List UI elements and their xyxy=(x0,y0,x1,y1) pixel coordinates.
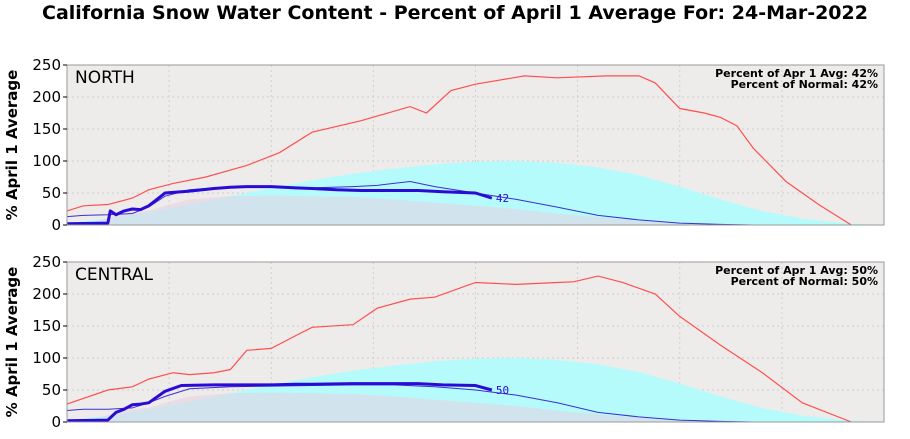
north-panel: 42 0 50 100 150 200 250 % April 1 Average NORTH P… xyxy=(3,56,885,234)
north-note-0: Percent of Apr 1 Avg: 42% xyxy=(715,67,878,80)
chart-title: California Snow Water Content - Percent … xyxy=(42,2,868,24)
central-ytick-label-4: 200 xyxy=(32,285,61,303)
north-maximum-line xyxy=(66,75,852,226)
central-maximum-line xyxy=(66,275,852,423)
north-minimum-area xyxy=(67,195,803,225)
north-end-value-label: 42 xyxy=(496,192,509,205)
central-note-0: Percent of Apr 1 Avg: 50% xyxy=(715,264,878,277)
north-ytick-label-0: 0 xyxy=(51,216,61,234)
north-ytick-label-2: 100 xyxy=(32,152,61,170)
central-panel: 50 0 50 100 150 200 250 % April 1 Average CENTRA… xyxy=(3,253,885,431)
central-ylabel: % April 1 Average xyxy=(3,267,21,418)
central-plot-frame xyxy=(66,261,885,423)
central-minimum-area xyxy=(67,392,803,422)
north-ylabel: % April 1 Average xyxy=(3,70,21,221)
central-ytick-label-0: 0 xyxy=(51,413,61,431)
central-region-label: CENTRAL xyxy=(75,265,153,285)
north-ytick-label-1: 50 xyxy=(42,184,61,202)
central-ytick-label-5: 250 xyxy=(32,253,61,271)
central-note-1: Percent of Normal: 50% xyxy=(731,275,878,288)
north-note-1: Percent of Normal: 42% xyxy=(731,78,878,91)
central-ytick-label-2: 100 xyxy=(32,349,61,367)
central-ytick-label-3: 150 xyxy=(32,317,61,335)
central-current-year-line xyxy=(66,382,493,423)
north-ytick-label-5: 250 xyxy=(32,56,61,74)
north-plot-frame xyxy=(66,64,885,226)
north-ytick-label-3: 150 xyxy=(32,120,61,138)
north-current-year-line xyxy=(66,185,493,226)
north-region-label: NORTH xyxy=(75,68,135,88)
central-end-value-label: 50 xyxy=(496,384,509,397)
central-ytick-label-1: 50 xyxy=(42,381,61,399)
north-ytick-label-4: 200 xyxy=(32,88,61,106)
